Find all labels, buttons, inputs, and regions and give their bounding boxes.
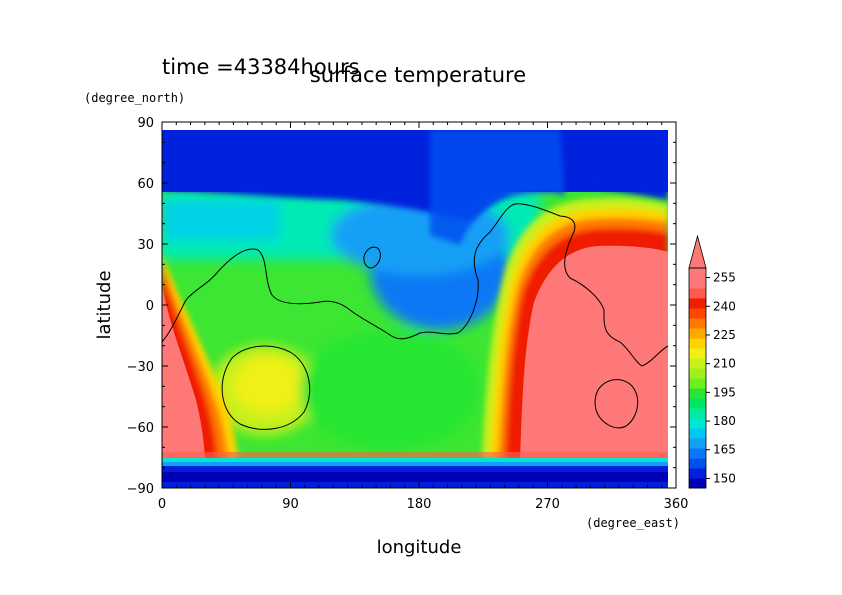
colorbar-swatch [689,448,706,459]
colorbar-swatch [689,398,706,409]
y-tick-label: −30 [127,360,154,375]
colorbar-swatch [689,388,706,399]
colorbar-swatch [689,268,706,279]
colorbar-label: 150 [713,471,736,485]
colorbar-frame [688,267,707,489]
colorbar-label: 210 [713,357,736,371]
field-band-cyan-west [162,200,280,240]
colorbar-swatch [689,298,706,309]
y-tick-label: −90 [127,482,154,497]
colorbar-swatch [689,308,706,319]
colorbar-swatch [689,378,706,389]
field-south-edge [162,452,668,458]
contour-coastline [162,203,669,367]
colorbar-label: 240 [713,299,736,313]
y-tick-label: 30 [137,238,154,253]
x-tick-label: 180 [407,497,432,512]
x-tick-label: 270 [535,497,560,512]
field-hot-right [520,245,668,460]
x-axis-units: (degree_east) [586,516,680,530]
field-north-blue [430,130,565,245]
coastline-contours [162,203,669,430]
y-tick-label: 0 [146,299,154,314]
contour-island [363,246,381,269]
temperature-field [162,122,676,488]
field-yellow-core [233,357,303,413]
colorbar-swatch [689,478,706,489]
colorbar-swatch [689,278,706,289]
field-south-core [162,472,668,482]
colorbar-swatch [689,438,706,449]
x-tick-label: 0 [158,497,166,512]
y-axis-units: (degree_north) [84,91,185,105]
x-tick-label: 90 [282,497,299,512]
colorbar-swatch [689,458,706,469]
y-tick-label: 60 [137,177,154,192]
field-green-south [300,330,480,450]
x-tick-label: 360 [664,497,689,512]
colorbar-swatch [689,468,706,479]
colorbar-swatch [689,358,706,369]
colorbar-swatch [689,408,706,419]
colorbar-label: 180 [713,414,736,428]
colorbar-label: 255 [713,271,736,285]
x-axis: 0 90 180 270 360 [158,122,689,512]
contour-crater-west [221,345,311,430]
colorbar-swatch [689,288,706,299]
y-tick-label: 90 [137,116,154,131]
y-axis-label: latitude [94,270,115,339]
colorbar-swatch [689,328,706,339]
colorbar-extend-arrow [688,234,707,269]
field-south-cyan [162,458,668,462]
field-south-lightblue [162,462,668,466]
colorbar-swatch [689,428,706,439]
colorbar-label: 225 [713,328,736,342]
colorbar: 255 240 225 210 195 180 165 150 [688,234,736,489]
y-axis: 90 60 30 0 −30 −60 −90 [127,116,676,497]
colorbar-label: 195 [713,385,736,399]
field-hot-left [162,285,205,460]
chart-title: surface temperature [310,63,526,87]
x-axis-label: longitude [377,537,462,558]
colorbar-swatch [689,338,706,349]
colorbar-swatch [689,418,706,429]
chart-subtitle: time =43384hours [162,55,360,79]
colorbar-swatch [689,368,706,379]
colorbar-swatch [689,318,706,329]
colorbar-swatch [689,348,706,359]
contour-crater-east [594,379,639,429]
y-tick-label: −60 [127,421,154,436]
colorbar-label: 165 [713,443,736,457]
